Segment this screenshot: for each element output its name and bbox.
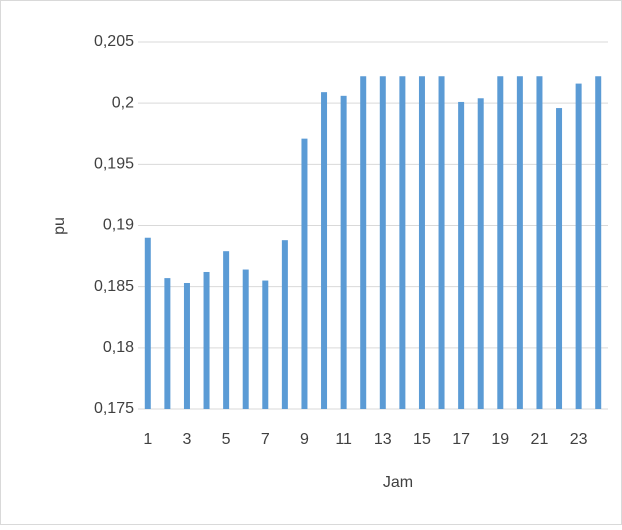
x-tick-label: 23	[570, 431, 588, 448]
bar	[281, 240, 288, 409]
bar	[301, 138, 308, 410]
x-tick-label: 5	[222, 431, 231, 448]
x-tick-label: 3	[183, 431, 192, 448]
bar	[321, 92, 328, 409]
bar	[536, 76, 543, 410]
x-tick-label: 17	[452, 431, 470, 448]
x-tick-label: 7	[261, 431, 270, 448]
x-tick-label: 9	[300, 431, 309, 448]
bar	[203, 271, 210, 409]
bar	[223, 251, 230, 409]
bar	[516, 76, 523, 410]
y-tick-label: 0,195	[94, 156, 134, 173]
bar	[379, 76, 386, 410]
y-tick-label: 0,205	[94, 33, 134, 50]
x-tick-label: 15	[413, 431, 431, 448]
y-tick-label: 0,19	[103, 217, 134, 234]
bar	[164, 278, 171, 409]
bar	[262, 280, 269, 409]
bar	[458, 101, 465, 410]
x-tick-label: 21	[531, 431, 549, 448]
x-axis-label: Jam	[383, 474, 413, 491]
x-tick-label: 1	[143, 431, 152, 448]
bar	[556, 108, 563, 409]
bar	[477, 98, 484, 410]
y-tick-label: 0,175	[94, 400, 134, 417]
bar	[242, 269, 249, 409]
x-tick-label: 11	[335, 431, 352, 448]
bar	[575, 83, 582, 410]
x-tick-label: 19	[491, 431, 509, 448]
bar	[144, 237, 151, 409]
y-axis-label: pu	[51, 217, 68, 235]
bar	[360, 76, 367, 410]
y-tick-label: 0,18	[103, 339, 134, 356]
bar	[595, 76, 602, 410]
bar	[497, 76, 504, 410]
bar	[399, 76, 406, 410]
y-tick-label: 0,185	[94, 278, 134, 295]
bar	[438, 76, 445, 410]
x-tick-label: 13	[374, 431, 392, 448]
bar	[183, 282, 190, 409]
y-tick-label: 0,2	[112, 94, 134, 111]
bar	[418, 76, 425, 410]
bar	[340, 95, 347, 410]
